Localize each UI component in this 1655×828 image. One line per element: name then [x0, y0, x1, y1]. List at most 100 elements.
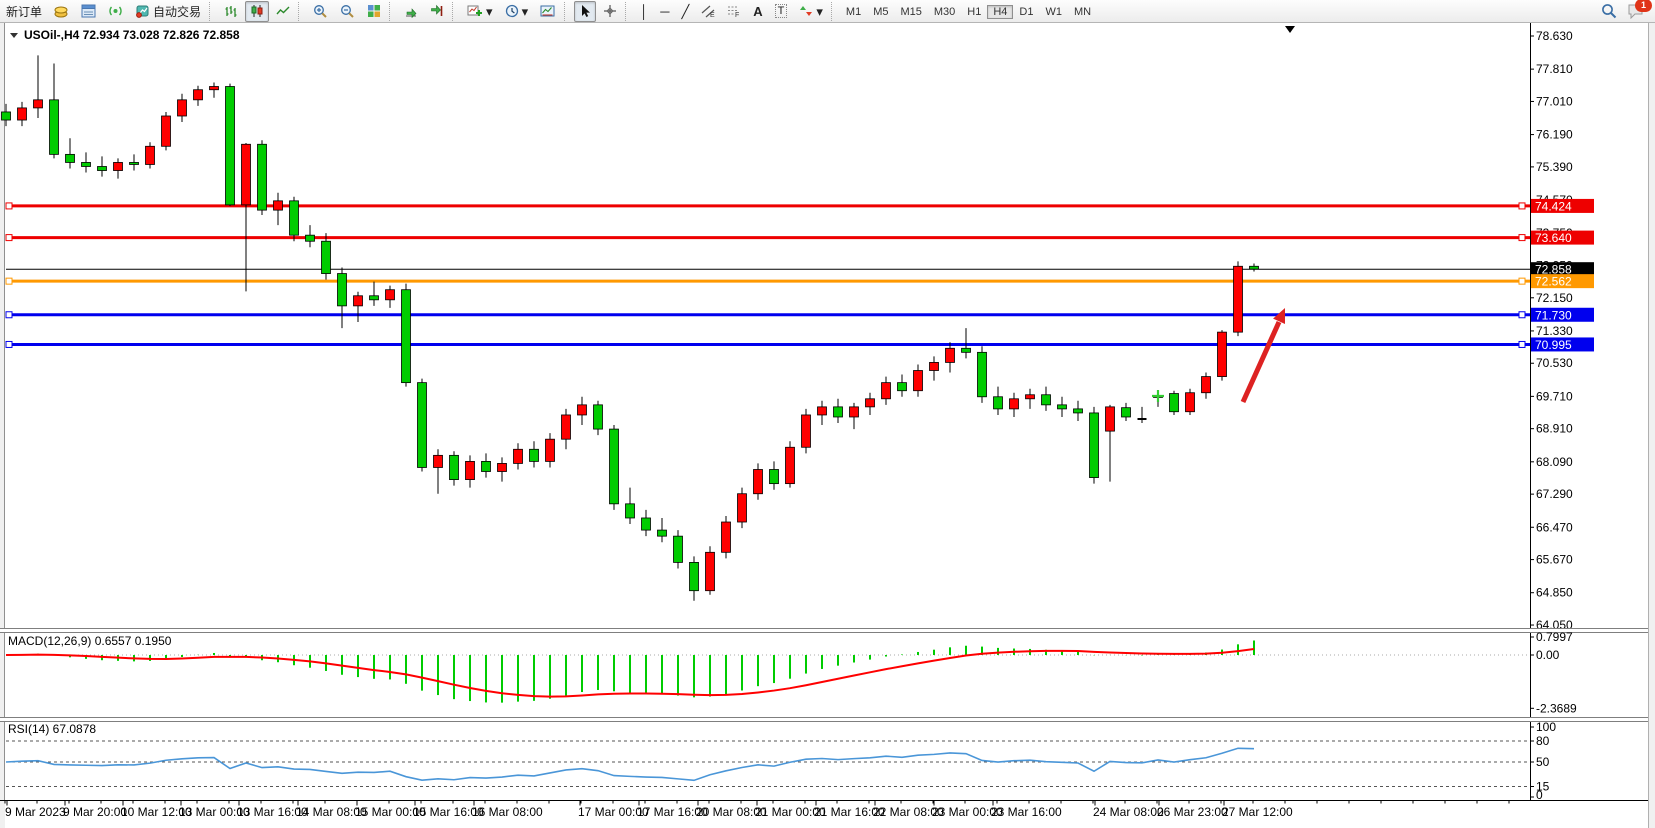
price-tick-label: 72.150 [1536, 291, 1573, 305]
time-axis-label: 9 Mar 2023 [5, 805, 66, 819]
chart-background [0, 23, 1655, 828]
text-label-tool-button[interactable]: T [770, 1, 793, 22]
text-tool-button[interactable]: A [753, 3, 763, 19]
indicators-icon [467, 5, 483, 16]
time-axis-label: 13 Mar 16:00 [237, 805, 308, 819]
bull-candle [753, 469, 763, 495]
timeframe-d1-button[interactable]: D1 [1019, 6, 1034, 18]
line-endpoint-marker[interactable] [1518, 340, 1526, 348]
notifications-button[interactable]: 1 [1627, 0, 1652, 19]
chart-shift-button[interactable] [425, 1, 449, 22]
timeframe-m30-button[interactable]: M30 [933, 6, 956, 18]
toolbar-separator [209, 1, 216, 21]
price-axis[interactable]: 78.63077.81077.01076.19075.39074.57073.7… [1530, 29, 1573, 632]
price-tick-label: 66.470 [1536, 520, 1573, 534]
line-endpoint-marker[interactable] [5, 234, 13, 242]
panel-separator[interactable] [0, 717, 1648, 722]
timeframe-w1-button[interactable]: W1 [1045, 6, 1062, 18]
timeframe-m5-button[interactable]: M5 [873, 6, 889, 18]
chart-shift-marker[interactable] [1285, 26, 1295, 33]
bull-candle [497, 463, 507, 472]
horizontal-line-tool-button[interactable]: ─ [660, 3, 670, 19]
panel-separator[interactable] [0, 628, 1648, 633]
bull-candle [353, 295, 363, 307]
line-endpoint-marker[interactable] [5, 311, 13, 319]
line-endpoint-marker[interactable] [1518, 234, 1526, 242]
timeframe-h1-button[interactable]: H1 [967, 6, 982, 18]
timeframe-h4-button[interactable]: H4 [987, 5, 1014, 19]
trend-arrow-annotation[interactable] [1240, 308, 1285, 404]
zoom-out-icon [341, 5, 354, 18]
crosshair-icon [604, 5, 617, 17]
zoom-out-button[interactable] [335, 1, 360, 22]
tile-windows-button[interactable] [362, 1, 386, 22]
autotrading-label: 自动交易 [153, 4, 202, 19]
data-window-icon [81, 4, 96, 18]
signals-button[interactable] [103, 1, 128, 22]
fibonacci-tool-button[interactable]: F [722, 1, 746, 22]
cursor-tool-button[interactable] [574, 0, 597, 22]
zoom-in-button[interactable] [308, 1, 333, 22]
search-icon[interactable] [1601, 3, 1617, 19]
text-label-icon: T [774, 4, 788, 18]
arrows-caret-icon: ▾ [816, 3, 823, 19]
bull-candle [465, 461, 475, 480]
data-window-button[interactable] [76, 1, 101, 22]
crosshair-tool-button[interactable] [598, 1, 622, 22]
chart-candles-button[interactable] [245, 0, 270, 22]
candlestick-series [1, 55, 1259, 601]
time-axis-label: 15 Mar 16:00 [413, 805, 484, 819]
indicators-button[interactable]: ▾ [462, 1, 498, 22]
price-line-label: 72.858 [1531, 262, 1594, 277]
bear-candle [289, 200, 299, 236]
bear-candle [1121, 407, 1131, 418]
trendline-tool-button[interactable]: ╱ [681, 3, 690, 19]
line-endpoint-marker[interactable] [5, 202, 13, 210]
time-axis-label: 13 Mar 00:00 [179, 805, 250, 819]
autotrading-button[interactable]: 自动交易 [130, 1, 206, 22]
line-endpoint-marker[interactable] [5, 340, 13, 348]
bull-candle [1217, 331, 1227, 377]
time-axis-label: 9 Mar 20:00 [63, 805, 127, 819]
price-line-label: 70.995 [1531, 337, 1594, 352]
auto-scroll-button[interactable] [399, 1, 423, 22]
time-axis-label: 17 Mar 00:00 [578, 805, 649, 819]
macd-label: MACD(12,26,9) 0.6557 0.1950 [8, 634, 172, 648]
line-endpoint-marker[interactable] [1518, 311, 1526, 319]
channel-icon: E [701, 5, 715, 18]
periods-icon [505, 4, 518, 18]
price-label-text: 72.562 [1535, 275, 1572, 289]
bull-candle [1105, 406, 1115, 432]
signals-icon [109, 6, 122, 16]
line-endpoint-marker[interactable] [5, 277, 13, 285]
bear-candle [401, 289, 411, 384]
channel-tool-button[interactable]: E [696, 1, 720, 22]
templates-button[interactable] [535, 1, 561, 22]
chart-line-button[interactable] [271, 1, 295, 22]
bear-candle [1041, 394, 1051, 406]
arrows-tool-button[interactable]: ▾ [794, 1, 828, 22]
market-watch-button[interactable] [49, 1, 74, 22]
macd-panel[interactable]: MACD(12,26,9) 0.6557 0.1950 0.7997 0.00 -2.… [5, 630, 1577, 715]
line-endpoint-marker[interactable] [1518, 277, 1526, 285]
symbol-ohlc-label: USOil-,H4 72.934 73.028 72.826 72.858 [24, 28, 240, 42]
timeframe-m1-button[interactable]: M1 [845, 6, 862, 18]
bear-candle [641, 517, 651, 531]
bear-candle [129, 162, 139, 165]
timeframe-mn-button[interactable]: MN [1073, 6, 1092, 18]
timeframe-m15-button[interactable]: M15 [900, 6, 922, 18]
chart-bars-button[interactable] [219, 1, 243, 22]
periods-button[interactable]: ▾ [500, 1, 534, 22]
vertical-line-tool-button[interactable]: │ [640, 3, 649, 19]
price-label-text: 74.424 [1535, 199, 1572, 213]
collapse-icon[interactable] [10, 33, 18, 38]
bull-candle [513, 448, 523, 464]
new-order-button[interactable]: 新订单 [6, 4, 43, 19]
toolbar-separator [298, 1, 305, 21]
line-endpoint-marker[interactable] [1518, 202, 1526, 210]
time-axis-label: 14 Mar 08:00 [296, 805, 367, 819]
